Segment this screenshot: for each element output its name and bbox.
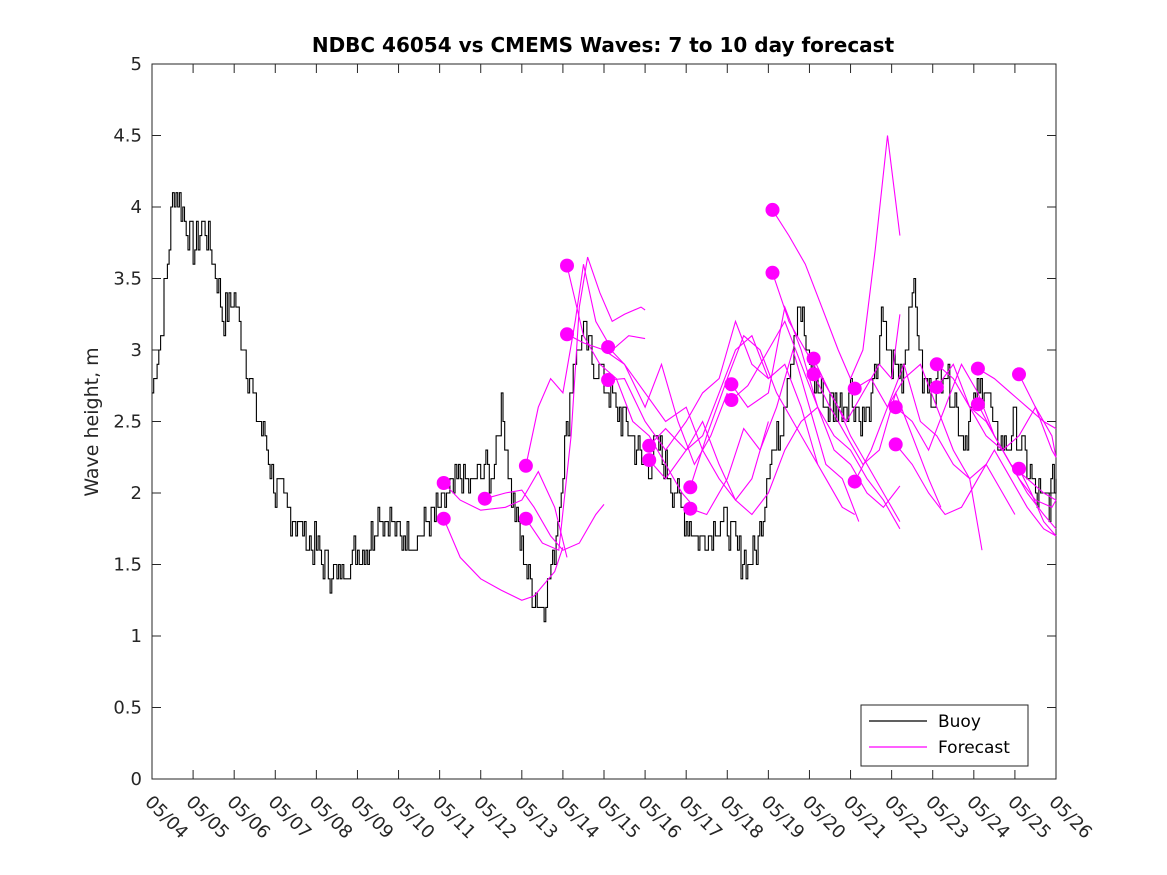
forecast-start-marker [970,397,985,412]
legend-buoy-label: Buoy [938,712,981,732]
y-tick-label: 3.5 [113,269,142,290]
forecast-series-line [854,362,1016,515]
forecast-series-line [854,363,983,551]
forecast-series-line [443,518,564,601]
forecast-start-marker [765,265,780,280]
forecast-series-line [813,314,901,423]
y-tick-label: 2 [131,483,142,504]
forecast-start-marker [683,480,698,495]
forecast-start-marker [929,357,944,372]
forecast-start-marker [724,377,739,392]
forecast-series-line [443,470,568,558]
forecast-series-line [977,404,1057,530]
y-tick-label: 3 [131,340,142,361]
legend-box [860,704,1029,767]
forecast-start-marker [601,340,616,355]
forecast-start-marker [683,501,698,516]
forecast-series-line [689,334,855,515]
forecast-series-line [648,406,819,516]
forecast-start-marker [806,367,821,382]
forecast-series-line [977,368,1057,430]
y-tick-label: 5 [131,54,142,75]
forecast-start-marker [436,476,451,490]
forecast-start-marker [518,458,533,473]
forecast-start-marker [929,380,944,395]
y-tick-label: 2.5 [113,412,142,433]
forecast-start-marker [1012,461,1026,476]
forecast-series-line [690,348,860,522]
forecast-start-marker [642,453,657,468]
forecast-series-line [1018,374,1057,458]
forecast-series-line [607,346,769,502]
forecast-series-line [525,256,646,552]
forecast-start-marker [888,400,903,415]
y-tick-label: 1.5 [113,555,142,576]
forecast-series-line [525,264,646,466]
forecast-start-marker [601,373,616,387]
legend: Buoy Forecast [860,704,1029,767]
forecast-start-marker [1012,367,1026,382]
forecast-start-marker [847,381,862,396]
forecast-series-line [895,363,1057,501]
forecast-start-marker [724,393,739,407]
forecast-series-line [484,489,605,551]
y-tick-label: 0.5 [113,698,142,719]
y-tick-label: 1 [131,626,142,647]
forecast-start-marker [970,361,985,376]
forecast-start-marker [560,258,574,273]
y-tick-label: 4.5 [113,126,142,147]
forecast-series-line [731,320,901,530]
chart-title: NDBC 46054 vs CMEMS Waves: 7 to 10 day f… [312,33,895,57]
forecast-start-marker [847,474,862,489]
forecast-start-marker [560,327,574,342]
forecast-start-marker [888,437,903,452]
forecast-start-marker [806,351,821,366]
legend-forecast-label: Forecast [938,738,1010,758]
forecast-series-line [648,334,819,465]
y-axis-label: Wave height, m [81,347,103,496]
forecast-series-line [772,135,901,380]
forecast-start-marker [518,511,533,526]
y-tick-label: 0 [131,769,142,790]
forecast-series-line [1018,468,1057,537]
buoy-series-line [152,192,1057,623]
forecast-start-marker [477,491,492,506]
forecast-series-line [895,444,1057,537]
forecast-series-line [813,374,942,508]
forecast-start-marker [765,202,780,217]
forecast-start-marker [642,438,657,453]
forecast-start-marker [436,511,451,526]
y-tick-label: 4 [131,197,142,218]
